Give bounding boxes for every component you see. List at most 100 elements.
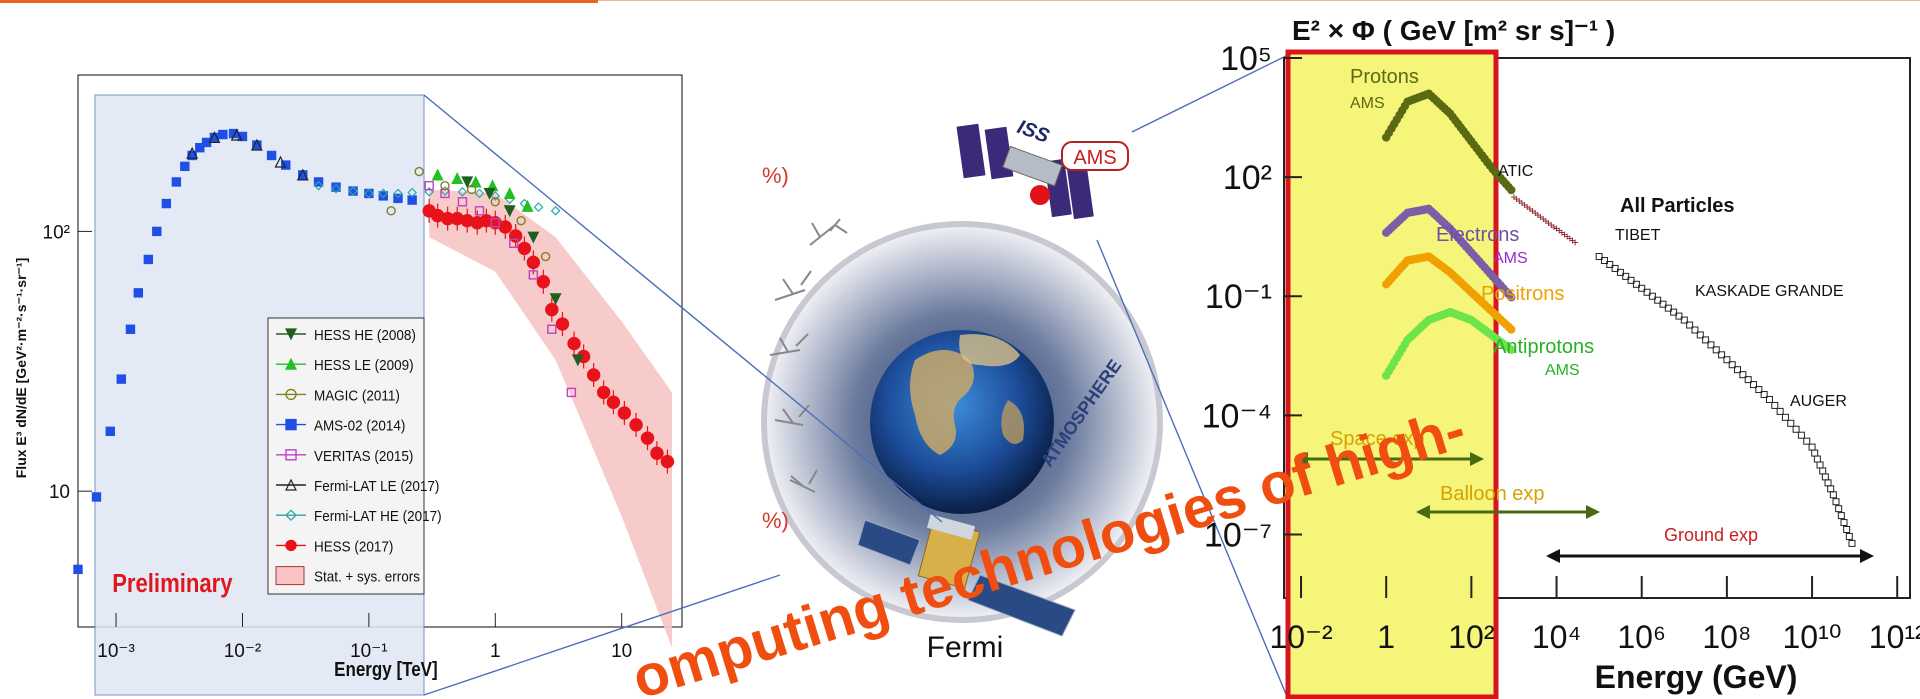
left-data-point — [540, 251, 551, 262]
left-data-point — [386, 206, 396, 216]
left-data-point — [250, 138, 263, 151]
left-data-point — [483, 187, 496, 200]
left-x-tick-label: 10 — [611, 641, 632, 662]
left-data-point — [431, 168, 444, 181]
right-data-point — [1803, 437, 1811, 445]
left-data-point — [474, 206, 485, 216]
left-data-point — [516, 215, 526, 226]
left-data-point — [125, 324, 136, 334]
right-data-point — [1776, 407, 1784, 415]
left-data-point — [640, 431, 655, 445]
right-x-tick-label: 10⁴ — [1532, 619, 1581, 655]
left-data-point — [348, 186, 358, 196]
right-chart-title: E² × Φ ( GeV [m² sr s]⁻¹ ) — [1292, 15, 1615, 46]
left-data-point — [105, 426, 115, 437]
right-data-point — [1600, 257, 1608, 264]
left-axis-ticks: 10⁻³ 10⁻² 10⁻¹ 1 10 10 10² — [43, 222, 633, 662]
right-data-points: ++++++++++++++++++++++++ — [1382, 89, 1856, 547]
right-data-point — [1611, 264, 1619, 272]
label-balloon-exp: Balloon exp — [1440, 483, 1545, 505]
earth-continent-arabia — [1001, 400, 1024, 444]
left-data-point — [466, 184, 477, 195]
right-data-point: + — [1553, 222, 1560, 236]
right-data-point: + — [1534, 208, 1541, 222]
legend-marker — [285, 328, 297, 341]
right-x-tick-label: 10² — [1448, 619, 1495, 655]
left-data-point — [91, 492, 102, 502]
left-data-point — [550, 205, 561, 216]
partial-label-bottom: %) — [762, 508, 789, 533]
left-data-point — [490, 197, 500, 207]
left-data-point — [457, 197, 468, 207]
legend-label: MAGIC (2011) — [314, 388, 400, 405]
right-data-point — [1848, 539, 1856, 547]
cosmic-shower-trees — [769, 218, 848, 493]
right-data-point — [1837, 512, 1845, 520]
left-data-point — [274, 155, 287, 168]
right-data-point — [1680, 316, 1688, 324]
left-data-point — [208, 131, 221, 144]
right-data-point: + — [1558, 226, 1565, 240]
right-data-point — [1797, 431, 1805, 439]
right-data-point — [1616, 268, 1624, 276]
right-data-point — [1627, 276, 1635, 284]
left-data-point — [606, 395, 621, 409]
experiment-range-arrows — [1294, 452, 1874, 563]
left-data-point — [503, 205, 516, 218]
left-data-point — [116, 374, 126, 384]
left-data-point — [549, 293, 562, 306]
left-data-point — [517, 241, 532, 256]
left-data-point — [143, 254, 154, 265]
right-y-tick-label: 10⁻¹ — [1205, 278, 1272, 316]
left-data-point — [331, 183, 341, 194]
left-data-point — [660, 454, 675, 469]
left-data-point — [296, 168, 309, 181]
right-y-tick-label: 10² — [1223, 159, 1272, 197]
right-data-point: + — [1542, 214, 1549, 228]
right-y-tick-label: 10⁻⁷ — [1204, 516, 1272, 554]
left-data-point — [407, 187, 418, 198]
left-data-point — [393, 193, 403, 204]
legend-swatch — [275, 566, 305, 586]
left-x-tick-label: 10⁻³ — [97, 641, 135, 662]
left-data-point — [503, 187, 516, 200]
left-data-point — [555, 317, 570, 331]
fermi-label: Fermi — [927, 631, 1004, 664]
left-data-point — [536, 275, 551, 289]
right-data-point — [1507, 325, 1516, 334]
right-data-point: + — [1572, 236, 1579, 250]
left-y-axis-label: Flux E³ dN/dE [GeV²·m⁻²·s⁻¹·sr⁻¹] — [13, 258, 29, 479]
left-data-point — [566, 387, 577, 398]
left-legend: HESS HE (2008) HESS LE (2009) MAGIC (2011)… — [267, 317, 442, 595]
right-x-tick-label: 1 — [1377, 619, 1395, 655]
left-data-point — [567, 336, 581, 351]
right-axis-ticks: 10⁻² 1 10² 10⁴ 10⁶ 10⁸ 10¹⁰ 10¹² 10⁵ 10² 10⁻¹ 10⁻⁴ 1… — [1202, 40, 1920, 655]
legend-marker — [285, 449, 297, 461]
legend-marker — [285, 357, 297, 370]
legend-marker — [285, 509, 297, 522]
legend-marker — [285, 388, 297, 401]
right-data-point — [1787, 419, 1795, 427]
label-kaskade-grande: KASKADE GRANDE — [1695, 283, 1843, 300]
left-data-point — [414, 166, 424, 177]
right-data-point — [1734, 366, 1742, 374]
left-data-point — [364, 188, 374, 199]
right-data-point — [1691, 326, 1699, 334]
space-highlight-box — [1285, 49, 1499, 699]
ams-badge — [1061, 141, 1129, 171]
left-data-point — [527, 231, 540, 244]
left-data-point — [490, 218, 500, 228]
left-data-point — [378, 188, 389, 199]
label-protons: Protons — [1350, 66, 1419, 88]
right-data-point — [1702, 336, 1710, 344]
left-y-tick-label: 10² — [43, 222, 70, 243]
left-data-point — [218, 129, 228, 140]
label-tibet: TIBET — [1615, 227, 1661, 244]
partial-label-top: %) — [762, 163, 789, 188]
right-data-point — [1675, 312, 1683, 320]
legend-label: Stat. + sys. errors — [314, 569, 420, 586]
legend-label: VERITAS (2015) — [314, 448, 413, 465]
right-data-point — [1659, 300, 1667, 308]
left-x-tick-label: 10⁻² — [224, 641, 262, 662]
right-data-point — [1507, 293, 1516, 302]
